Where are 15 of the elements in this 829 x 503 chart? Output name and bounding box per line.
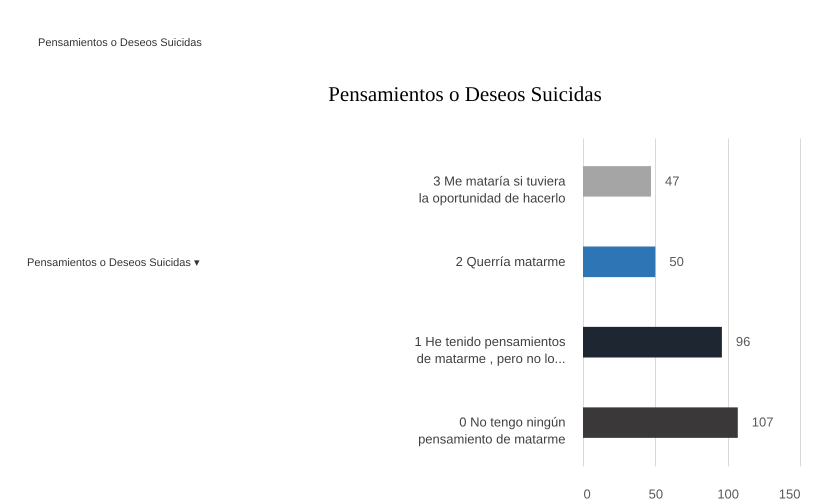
data-label: 50	[669, 254, 684, 269]
y-tick-label: 2 Querría matarme	[456, 254, 566, 269]
data-label: 96	[736, 334, 750, 350]
text: Pensamientos o Deseos Suicidas ▾	[27, 257, 200, 269]
data-label: 107	[752, 414, 774, 430]
y-tick-label: 1 He tenido pensamientos de matarme , pero no lo...	[414, 334, 566, 366]
x-tick-label: 150	[778, 486, 800, 502]
data-label: 47	[664, 173, 680, 188]
chart-title: Pensamientos o Deseos Suicidas	[328, 82, 602, 106]
text: Pensamientos o Deseos Suicidas	[38, 37, 202, 49]
x-tick-label: 100	[717, 486, 740, 502]
y-tick-label: 0 No tengo ningún pensamiento de matarme	[418, 414, 566, 447]
x-tick-label: 50	[648, 486, 664, 502]
x-tick-label: 0	[584, 486, 591, 502]
y-tick-label: 3 Me mataría si tuviera la oportunidad de hacerlo	[418, 173, 566, 206]
